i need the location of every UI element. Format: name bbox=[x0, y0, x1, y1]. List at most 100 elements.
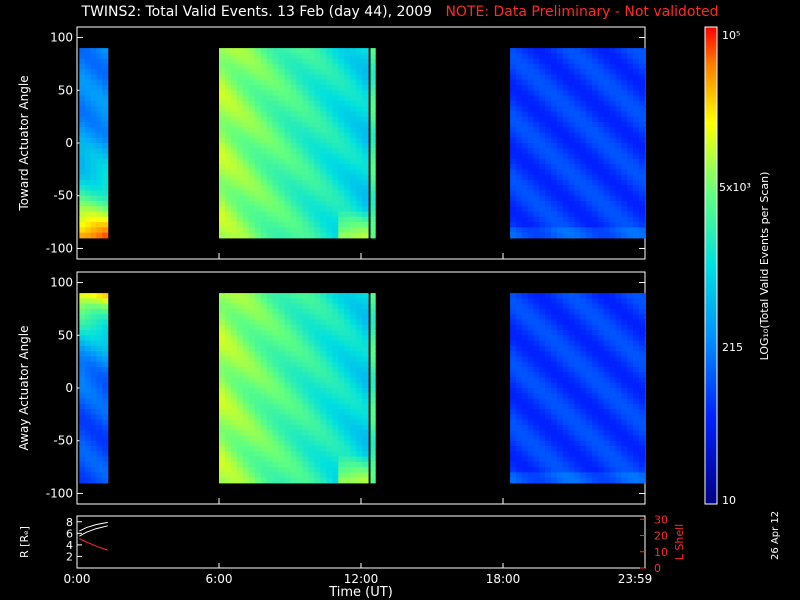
heatmap-cell-away bbox=[356, 335, 363, 342]
heatmap-cell-away bbox=[551, 340, 558, 347]
heatmap-cell-away bbox=[308, 356, 315, 363]
heatmap-cell-away bbox=[515, 361, 523, 368]
ytick-label-away-1: 50 bbox=[58, 328, 73, 342]
heatmap-cell-toward bbox=[102, 106, 109, 112]
heatmap-cell-away bbox=[356, 356, 363, 363]
heatmap-cell-away bbox=[350, 467, 357, 473]
heatmap-cell-toward bbox=[219, 69, 226, 75]
heatmap-cell-away bbox=[545, 345, 552, 352]
heatmap-cell-toward bbox=[236, 216, 244, 223]
heatmap-cell-toward bbox=[621, 69, 628, 75]
heatmap-cell-toward bbox=[580, 190, 587, 197]
heatmap-cell-toward bbox=[521, 206, 529, 213]
heatmap-cell-toward bbox=[219, 121, 226, 128]
heatmap-cell-away bbox=[362, 377, 369, 384]
heatmap-cell-away bbox=[609, 393, 616, 400]
heatmap-cell-toward bbox=[85, 74, 92, 81]
heatmap-cell-toward bbox=[90, 106, 97, 112]
heatmap-cell-away bbox=[266, 477, 274, 484]
heatmap-cell-toward bbox=[562, 58, 570, 65]
heatmap-cell-away bbox=[302, 335, 309, 342]
heatmap-cell-away bbox=[592, 308, 599, 315]
heatmap-cell-toward bbox=[574, 137, 581, 144]
heatmap-cell-away bbox=[296, 393, 303, 400]
heatmap-cell-away bbox=[344, 345, 351, 352]
heatmap-cell-away bbox=[90, 398, 97, 405]
heatmap-cell-away bbox=[102, 388, 109, 394]
heatmap-cell-toward bbox=[260, 106, 268, 112]
heatmap-cell-toward bbox=[627, 227, 634, 234]
heatmap-cell-toward bbox=[370, 90, 376, 97]
heatmap-cell-away bbox=[527, 440, 535, 447]
heatmap-cell-away bbox=[102, 303, 109, 310]
heatmap-cell-away bbox=[527, 324, 535, 331]
heatmap-cell-toward bbox=[580, 158, 587, 165]
heatmap-cell-toward bbox=[296, 201, 303, 207]
heatmap-cell-away bbox=[609, 351, 616, 357]
heatmap-cell-away bbox=[510, 377, 517, 384]
heatmap-cell-toward bbox=[362, 216, 369, 223]
heatmap-cell-toward bbox=[278, 201, 286, 207]
heatmap-cell-toward bbox=[556, 100, 564, 107]
heatmap-cell-away bbox=[85, 335, 92, 342]
heatmap-cell-away bbox=[592, 398, 599, 405]
heatmap-cell-toward bbox=[545, 137, 552, 144]
heatmap-cell-toward bbox=[539, 95, 546, 102]
heatmap-cell-away bbox=[230, 446, 238, 452]
heatmap-cell-away bbox=[633, 382, 640, 389]
heatmap-cell-toward bbox=[356, 153, 363, 160]
heatmap-cell-away bbox=[621, 303, 628, 310]
heatmap-cell-toward bbox=[597, 179, 605, 186]
heatmap-cell-toward bbox=[266, 195, 274, 202]
heatmap-cell-toward bbox=[284, 69, 292, 75]
heatmap-cell-toward bbox=[308, 206, 315, 213]
heatmap-cell-away bbox=[521, 388, 529, 394]
heatmap-cell-toward bbox=[236, 222, 244, 228]
heatmap-cell-away bbox=[362, 293, 369, 299]
heatmap-cell-away bbox=[260, 451, 268, 458]
heatmap-cell-toward bbox=[539, 174, 546, 181]
heatmap-cell-away bbox=[266, 440, 274, 447]
heatmap-cell-toward bbox=[580, 232, 587, 239]
heatmap-cell-toward bbox=[356, 190, 363, 197]
heatmap-cell-away bbox=[308, 330, 315, 336]
heatmap-cell-toward bbox=[539, 153, 546, 160]
heatmap-cell-away bbox=[597, 345, 605, 352]
heatmap-cell-toward bbox=[79, 169, 86, 176]
heatmap-cell-away bbox=[85, 388, 92, 394]
heatmap-cell-toward bbox=[224, 48, 232, 54]
heatmap-cell-away bbox=[362, 382, 369, 389]
heatmap-cell-away bbox=[290, 356, 298, 363]
heatmap-cell-toward bbox=[320, 190, 327, 197]
heatmap-cell-away bbox=[556, 456, 564, 463]
heatmap-cell-toward bbox=[521, 164, 529, 170]
heatmap-cell-toward bbox=[533, 164, 540, 170]
heatmap-cell-toward bbox=[90, 169, 97, 176]
heatmap-cell-away bbox=[332, 461, 339, 468]
heatmap-cell-away bbox=[290, 414, 298, 421]
heatmap-cell-away bbox=[326, 461, 333, 468]
heatmap-cell-away bbox=[224, 382, 232, 389]
heatmap-cell-toward bbox=[219, 222, 226, 228]
heatmap-cell-away bbox=[633, 409, 640, 415]
heatmap-cell-away bbox=[102, 298, 109, 305]
heatmap-cell-toward bbox=[302, 164, 309, 170]
heatmap-cell-away bbox=[102, 356, 109, 363]
heatmap-cell-away bbox=[356, 303, 363, 310]
heatmap-cell-away bbox=[350, 324, 357, 331]
heatmap-cell-away bbox=[551, 345, 558, 352]
heatmap-cell-away bbox=[586, 366, 593, 373]
heatmap-cell-toward bbox=[308, 179, 315, 186]
heatmap-cell-toward bbox=[266, 69, 274, 75]
heatmap-cell-toward bbox=[633, 148, 640, 155]
heatmap-cell-away bbox=[527, 382, 535, 389]
heatmap-cell-toward bbox=[308, 164, 315, 170]
heatmap-cell-toward bbox=[627, 127, 634, 133]
heatmap-cell-away bbox=[515, 393, 523, 400]
heatmap-cell-away bbox=[627, 366, 634, 373]
heatmap-cell-away bbox=[621, 398, 628, 405]
heatmap-cell-away bbox=[272, 356, 280, 363]
heatmap-cell-toward bbox=[362, 195, 369, 202]
heatmap-cell-toward bbox=[296, 48, 303, 54]
heatmap-cell-toward bbox=[266, 185, 274, 191]
